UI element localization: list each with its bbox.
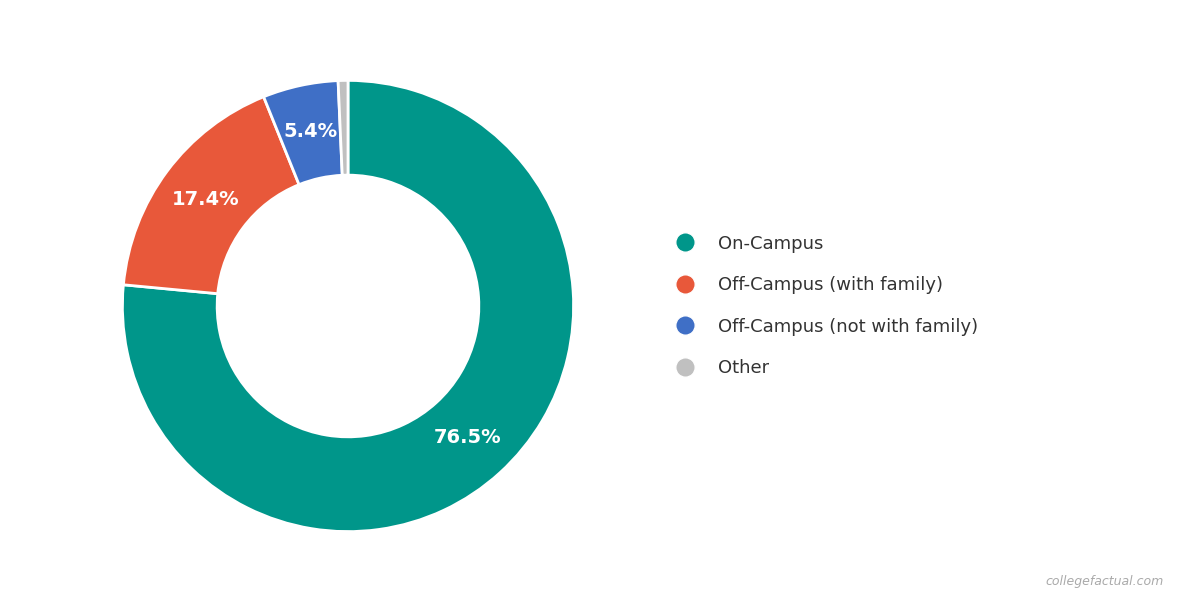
Wedge shape — [338, 80, 348, 175]
Text: 5.4%: 5.4% — [283, 122, 337, 142]
Text: collegefactual.com: collegefactual.com — [1045, 575, 1164, 588]
Wedge shape — [122, 80, 574, 532]
Legend: On-Campus, Off-Campus (with family), Off-Campus (not with family), Other: On-Campus, Off-Campus (with family), Off… — [667, 235, 978, 377]
Text: 17.4%: 17.4% — [172, 190, 239, 209]
Wedge shape — [264, 80, 342, 185]
Wedge shape — [124, 97, 299, 293]
Text: 76.5%: 76.5% — [434, 428, 502, 448]
